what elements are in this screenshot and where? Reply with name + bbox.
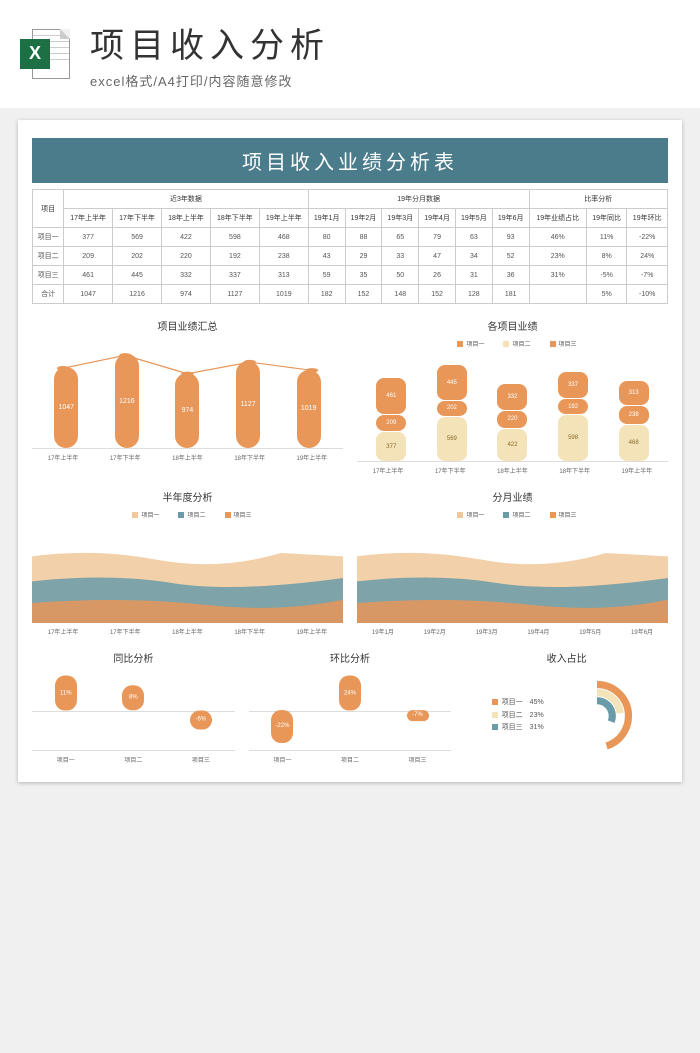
bar: 1127: [236, 361, 260, 448]
table-row: 项目一37756942259846880886579639346%11%-22%: [33, 228, 668, 247]
data-table: 项目 近3年数据 19年分月数据 比率分析 17年上半年17年下半年18年上半年…: [32, 189, 668, 304]
period-col: 19年业绩占比: [529, 209, 586, 228]
chart6-title: 环比分析: [249, 650, 452, 665]
row-header-label: 项目: [33, 190, 64, 228]
chart5-title: 同比分析: [32, 650, 235, 665]
col-group-0: 近3年数据: [64, 190, 309, 209]
col-group-2: 比率分析: [529, 190, 667, 209]
period-col: 19年3月: [382, 209, 419, 228]
stack-column: 422220332: [497, 383, 527, 461]
period-col: 19年环比: [627, 209, 668, 228]
chart-total-performance: 项目业绩汇总 1047121697411271019 17年上半年17年下半年1…: [32, 318, 343, 475]
chart-halfyear: 半年度分析 项目一项目二项目三 17年上半年17年下半年18年上半年18年下半年…: [32, 489, 343, 636]
chart-mom: 环比分析 -22%24%-7% 项目一项目二项目三: [249, 650, 452, 764]
period-col: 19年1月: [308, 209, 345, 228]
chart1-title: 项目业绩汇总: [32, 318, 343, 333]
mini-bar: -22%: [271, 710, 293, 742]
donut-ring: [581, 701, 612, 732]
donut-legend-item: 项目二 23%: [492, 710, 544, 723]
period-col: 17年下半年: [113, 209, 162, 228]
period-col: 19年4月: [419, 209, 456, 228]
stack-column: 598192337: [558, 371, 588, 461]
bar: 974: [175, 373, 199, 448]
bar: 1216: [115, 354, 139, 448]
chart4-title: 分月业绩: [357, 489, 668, 504]
col-group-1: 19年分月数据: [308, 190, 529, 209]
table-row: 项目三46144533233731359355026313631%-5%-7%: [33, 266, 668, 285]
top-banner: X 项目收入分析 excel格式/A4打印/内容随意修改: [0, 0, 700, 108]
report-title: 项目收入业绩分析表: [32, 138, 668, 183]
chart-share: 收入占比 项目一 45%项目二 23%项目三 31%: [465, 650, 668, 764]
mini-bar: -7%: [407, 710, 429, 720]
banner-subtitle: excel格式/A4打印/内容随意修改: [90, 71, 680, 90]
donut-legend-item: 项目三 31%: [492, 722, 544, 735]
mini-bar: 11%: [55, 676, 77, 711]
stack-column: 377209461: [376, 377, 406, 461]
period-col: 18年上半年: [162, 209, 211, 228]
period-col: 19年6月: [492, 209, 529, 228]
chart-yoy: 同比分析 11%8%-6% 项目一项目二项目三: [32, 650, 235, 764]
stack-column: 569202445: [437, 364, 467, 461]
mini-bar: -6%: [190, 710, 212, 729]
bar: 1019: [297, 370, 321, 448]
excel-icon-letter: X: [20, 39, 50, 69]
mini-bar: 8%: [122, 685, 144, 710]
mini-bar: 24%: [339, 676, 361, 711]
table-row: 合计10471216974112710191821521481521281815…: [33, 285, 668, 304]
report-page: 项目收入业绩分析表 项目 近3年数据 19年分月数据 比率分析 17年上半年17…: [18, 120, 682, 782]
chart-monthly: 分月业绩 项目一项目二项目三 19年1月19年2月19年3月19年4月19年5月…: [357, 489, 668, 636]
period-col: 19年上半年: [259, 209, 308, 228]
donut-legend-item: 项目一 45%: [492, 697, 544, 710]
excel-icon: X: [20, 27, 75, 82]
period-col: 19年2月: [345, 209, 382, 228]
bar: 1047: [54, 367, 78, 448]
period-col: 18年下半年: [210, 209, 259, 228]
period-col: 17年上半年: [64, 209, 113, 228]
chart3-title: 半年度分析: [32, 489, 343, 504]
banner-title: 项目收入分析: [90, 18, 680, 67]
chart2-title: 各项目业绩: [357, 318, 668, 333]
period-col: 19年5月: [455, 209, 492, 228]
period-col: 19年同比: [586, 209, 627, 228]
chart7-title: 收入占比: [465, 650, 668, 665]
table-row: 项目二20920222019223843293347345223%8%24%: [33, 247, 668, 266]
stack-column: 468238313: [619, 380, 649, 461]
chart-per-project: 各项目业绩 项目一项目二项目三 377209461569202445422220…: [357, 318, 668, 475]
